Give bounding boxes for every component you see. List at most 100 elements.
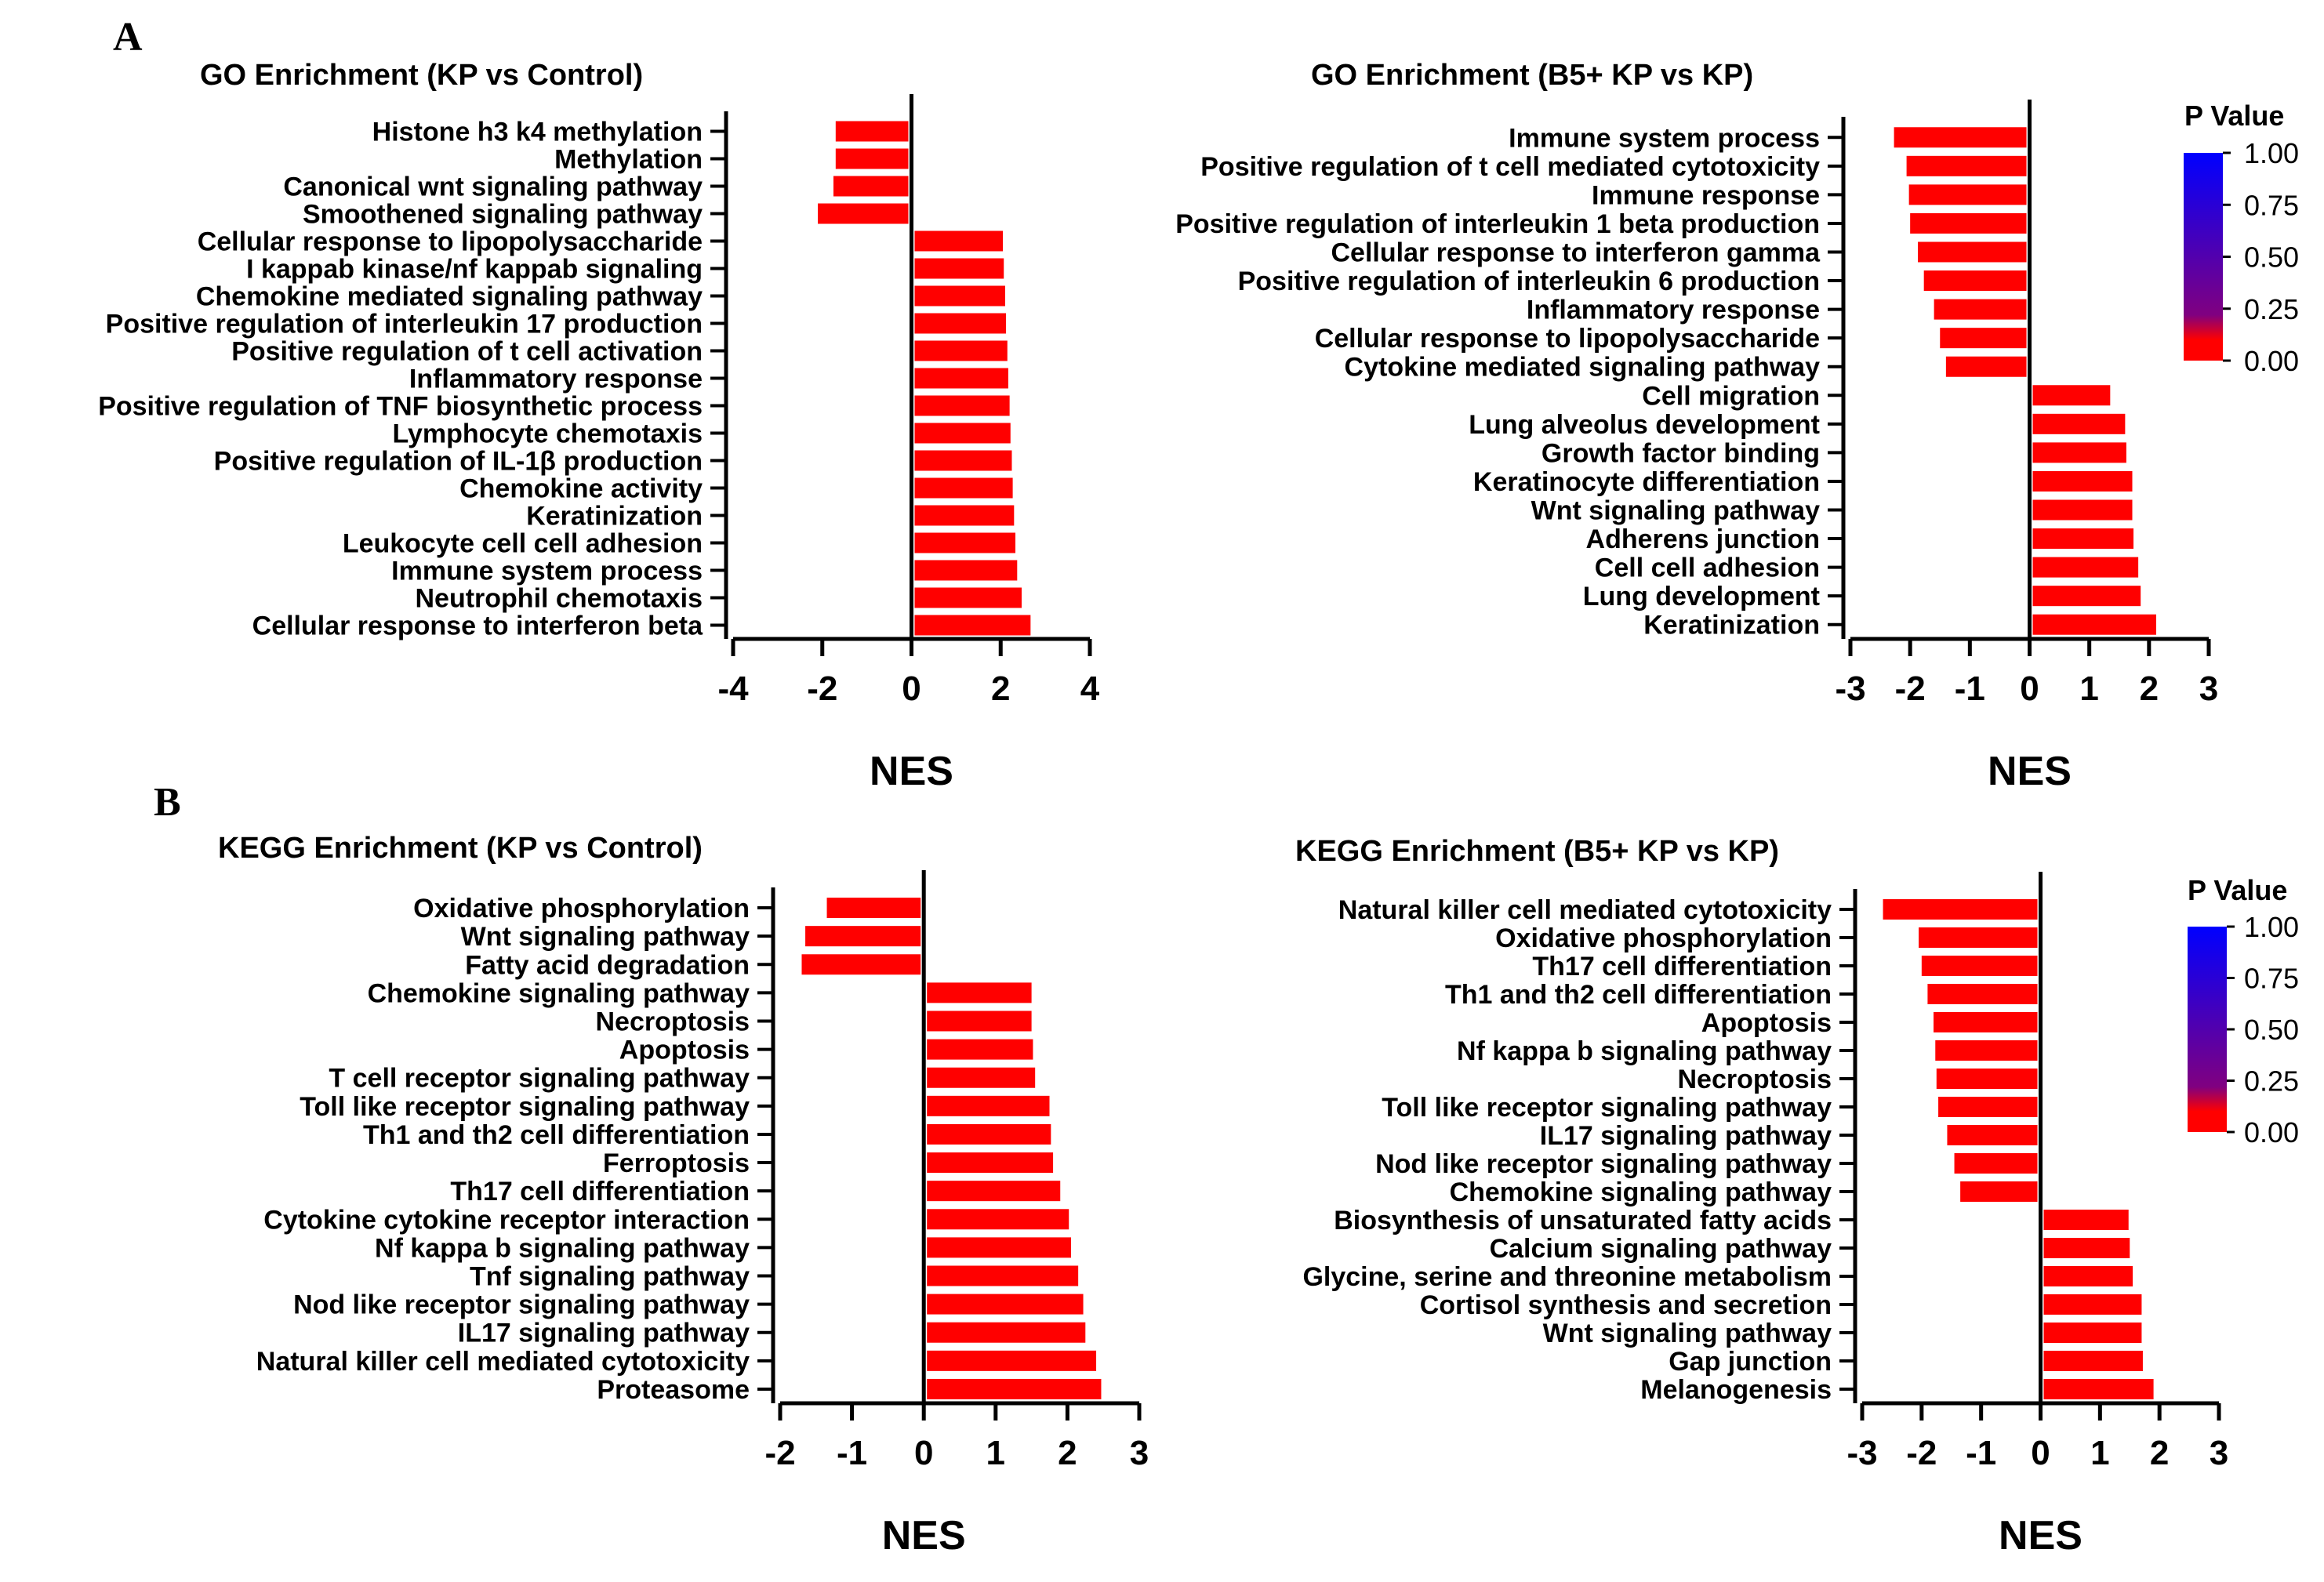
bar bbox=[927, 1095, 1050, 1116]
bar bbox=[1906, 155, 2027, 176]
chart-title: GO Enrichment (B5+ KP vs KP) bbox=[1311, 59, 1753, 92]
bar bbox=[1954, 1153, 2038, 1174]
go-kp-vs-control-chart: GO Enrichment (KP vs Control) Histone h3 … bbox=[98, 59, 1100, 794]
kegg-b5-kp-vs-kp-chart: KEGG Enrichment (B5+ KP vs KP) Natural ki… bbox=[1295, 835, 2228, 1558]
bar bbox=[2032, 614, 2156, 635]
x-tick-label: 2 bbox=[991, 669, 1010, 708]
bar bbox=[1936, 1069, 2038, 1089]
bar bbox=[826, 898, 921, 919]
x-tick-label: 3 bbox=[2199, 669, 2218, 708]
bar bbox=[2032, 557, 2139, 578]
term-label: Nf kappa b signaling pathway bbox=[375, 1233, 750, 1263]
term-label: Fatty acid degradation bbox=[465, 950, 750, 980]
x-tick-label: 3 bbox=[2210, 1434, 2228, 1472]
term-label: Positive regulation of TNF biosynthetic … bbox=[98, 392, 703, 422]
term-label: Necroptosis bbox=[596, 1007, 750, 1037]
term-label: Cellular response to interferon gamma bbox=[1331, 238, 1821, 268]
bar bbox=[914, 313, 1007, 334]
chart-title: KEGG Enrichment (KP vs Control) bbox=[218, 832, 703, 865]
term-label: Th1 and th2 cell differentiation bbox=[363, 1120, 750, 1150]
bar bbox=[927, 1265, 1079, 1286]
term-label: Wnt signaling pathway bbox=[1531, 496, 1820, 526]
panel-letter-a: A bbox=[113, 15, 143, 60]
x-tick-label: -2 bbox=[807, 669, 837, 708]
bar bbox=[2032, 499, 2133, 521]
x-tick-label: -3 bbox=[1846, 1434, 1877, 1472]
bar bbox=[1921, 956, 2038, 976]
legend-tick-label: 0.50 bbox=[2244, 1014, 2299, 1046]
term-label: Apoptosis bbox=[619, 1036, 750, 1065]
term-label: Cytokine cytokine receptor interaction bbox=[263, 1205, 750, 1235]
term-label: Neutrophil chemotaxis bbox=[415, 584, 703, 614]
bar bbox=[914, 423, 1011, 444]
bar bbox=[1940, 328, 2027, 349]
bar bbox=[2043, 1238, 2130, 1258]
term-label: Chemokine mediated signaling pathway bbox=[196, 282, 703, 312]
term-label: Th17 cell differentiation bbox=[450, 1177, 750, 1206]
term-label: Growth factor binding bbox=[1541, 438, 1820, 468]
x-tick-label: 0 bbox=[902, 669, 921, 708]
term-label: Natural killer cell mediated cytotoxicit… bbox=[1338, 895, 1832, 925]
term-label: Cellular response to interferon beta bbox=[252, 611, 703, 641]
term-label: T cell receptor signaling pathway bbox=[329, 1064, 750, 1094]
x-tick-label: -4 bbox=[717, 669, 749, 708]
bar bbox=[914, 505, 1015, 526]
bar bbox=[2043, 1266, 2133, 1286]
term-label: Toll like receptor signaling pathway bbox=[300, 1092, 750, 1122]
bar bbox=[1938, 1097, 2038, 1117]
term-label: Canonical wnt signaling pathway bbox=[283, 172, 703, 202]
bar bbox=[914, 615, 1031, 636]
term-label: Th17 cell differentiation bbox=[1532, 952, 1832, 981]
bar bbox=[805, 926, 921, 947]
bar bbox=[1947, 1125, 2038, 1145]
term-label: Positive regulation of interleukin 1 bet… bbox=[1175, 209, 1820, 239]
term-label: Histone h3 k4 methylation bbox=[372, 118, 703, 147]
term-label: Keratinocyte differentiation bbox=[1473, 467, 1820, 497]
bar bbox=[914, 258, 1004, 279]
x-tick-label: 4 bbox=[1080, 669, 1100, 708]
term-label: Cell migration bbox=[1642, 381, 1820, 411]
term-label: Nod like receptor signaling pathway bbox=[293, 1290, 750, 1320]
x-tick-label: 0 bbox=[914, 1434, 933, 1472]
legend-tick-label: 0.00 bbox=[2244, 1116, 2299, 1148]
bar bbox=[2032, 528, 2134, 550]
term-label: Natural killer cell mediated cytotoxicit… bbox=[256, 1347, 750, 1377]
bar bbox=[1960, 1181, 2038, 1202]
term-label: Keratinization bbox=[1643, 611, 1820, 640]
bar bbox=[1919, 927, 2038, 948]
bar bbox=[2043, 1294, 2142, 1315]
bar bbox=[1945, 356, 2027, 377]
legend-tick-label: 1.00 bbox=[2244, 911, 2299, 943]
x-tick-label: 3 bbox=[1130, 1434, 1149, 1472]
bar bbox=[914, 587, 1022, 608]
term-label: Keratinization bbox=[526, 502, 703, 532]
term-label: Smoothened signaling pathway bbox=[303, 200, 703, 230]
x-tick-label: 1 bbox=[2079, 669, 2098, 708]
bar bbox=[2032, 442, 2126, 463]
term-label: Positive regulation of t cell mediated c… bbox=[1200, 152, 1820, 182]
term-label: Inflammatory response bbox=[409, 365, 703, 394]
term-label: Ferroptosis bbox=[603, 1148, 750, 1178]
legend-tick-label: 1.00 bbox=[2244, 137, 2299, 169]
x-tick-label: -1 bbox=[1966, 1434, 1996, 1472]
bar bbox=[927, 1378, 1102, 1399]
bar bbox=[927, 1322, 1086, 1343]
term-label: Toll like receptor signaling pathway bbox=[1382, 1093, 1832, 1123]
bar bbox=[914, 368, 1008, 389]
x-tick-label: -1 bbox=[1955, 669, 1985, 708]
bar bbox=[1927, 984, 2038, 1004]
term-label: Positive regulation of interleukin 17 pr… bbox=[106, 310, 703, 339]
bar bbox=[2043, 1351, 2143, 1371]
p-value-legend: P Value 1.00 0.75 0.50 0.25 0.00 bbox=[2184, 100, 2299, 377]
bar bbox=[2032, 470, 2133, 492]
bar bbox=[927, 982, 1032, 1003]
term-label: Oxidative phosphorylation bbox=[413, 894, 750, 923]
term-label: Chemokine signaling pathway bbox=[368, 978, 750, 1008]
x-tick-label: 1 bbox=[2090, 1434, 2109, 1472]
term-label: Tnf signaling pathway bbox=[470, 1262, 750, 1292]
term-label: I kappab kinase/nf kappab signaling bbox=[246, 255, 703, 285]
bar bbox=[927, 1011, 1032, 1032]
term-label: Lung development bbox=[1583, 582, 1820, 611]
bar bbox=[1910, 212, 2027, 234]
term-label: Melanogenesis bbox=[1640, 1375, 1832, 1405]
